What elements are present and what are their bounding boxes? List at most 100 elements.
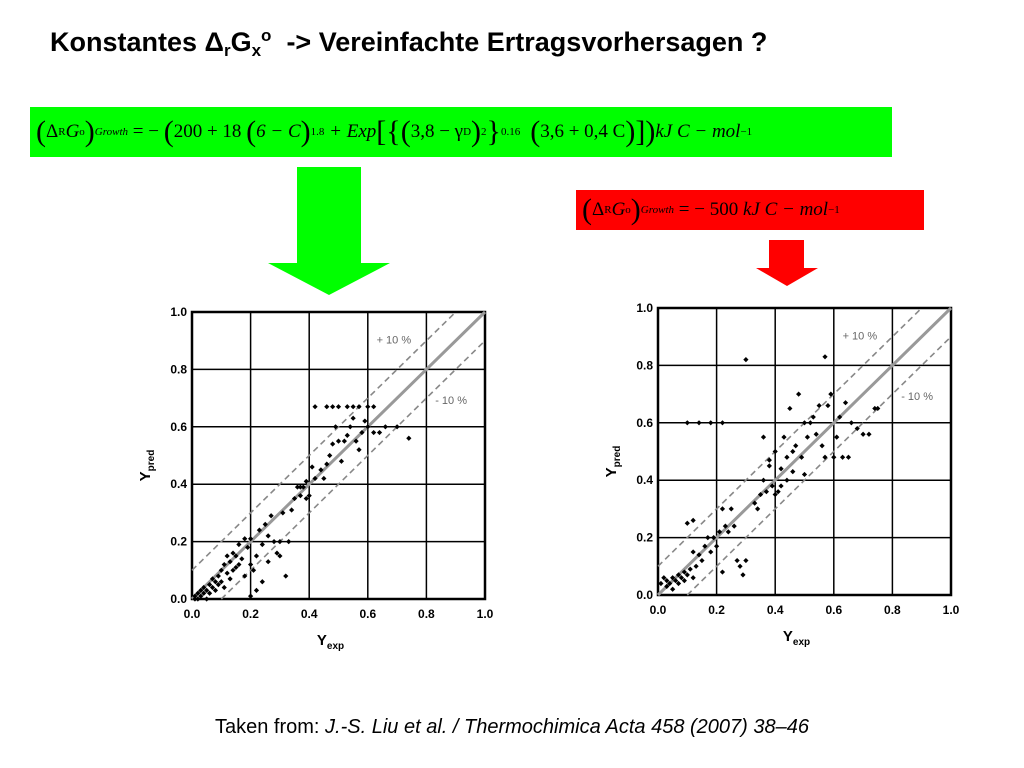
data-point	[687, 566, 693, 572]
data-point	[719, 420, 726, 426]
annotation-plus-10: + 10 %	[843, 331, 878, 343]
data-point	[719, 506, 726, 512]
data-point	[227, 576, 233, 582]
data-point	[719, 569, 726, 575]
annotation-minus-10: - 10 %	[435, 395, 467, 407]
data-point	[371, 429, 377, 436]
data-point	[221, 584, 227, 591]
y-tick-label: 1.0	[170, 305, 187, 319]
data-point	[822, 354, 828, 360]
y-tick-label: 0.8	[170, 362, 187, 376]
minus-10-percent-line	[686, 336, 952, 596]
paren: )	[630, 193, 641, 226]
data-point	[804, 434, 811, 440]
data-point	[271, 539, 277, 545]
data-point	[684, 520, 690, 526]
data-point	[306, 493, 312, 499]
data-point	[766, 463, 772, 469]
data-point	[376, 429, 383, 436]
data-point	[784, 454, 790, 460]
minus-10-percent-line	[220, 340, 486, 600]
data-point	[675, 572, 682, 578]
brace: {	[386, 115, 401, 148]
data-point	[256, 527, 262, 533]
data-point	[872, 405, 878, 412]
data-point	[705, 535, 711, 541]
data-point	[335, 404, 342, 410]
data-point	[291, 495, 298, 502]
annotation-plus-10: + 10 %	[377, 335, 412, 347]
unit: kJ C − mol	[742, 199, 829, 220]
data-point	[192, 593, 198, 599]
data-point	[253, 553, 260, 559]
y-tick-label: 0.8	[636, 358, 653, 372]
data-point	[743, 557, 749, 564]
data-point	[670, 586, 676, 592]
data-point	[793, 443, 799, 449]
data-point	[286, 539, 292, 545]
title-prefix: Konstantes Δ	[50, 27, 224, 57]
data-point	[341, 438, 347, 444]
data-point	[242, 573, 248, 579]
data-point	[277, 553, 283, 559]
data-point	[233, 553, 239, 559]
data-point	[221, 561, 227, 568]
bracket: ]	[635, 115, 646, 148]
title-suffix: -> Vereinfachte Ertragsvorhersagen ?	[271, 27, 768, 57]
data-point	[312, 404, 318, 410]
data-point	[218, 579, 224, 585]
plus-10-percent-line	[657, 307, 923, 567]
data-point	[731, 523, 737, 529]
data-point	[842, 400, 849, 406]
data-point	[289, 507, 295, 513]
data-point	[690, 517, 696, 523]
data-point	[807, 420, 813, 426]
data-point	[775, 489, 781, 495]
data-point	[822, 454, 828, 460]
sup-1-8: 1.8	[310, 126, 325, 138]
data-point	[327, 452, 333, 459]
y-tick-label: 0.4	[170, 477, 187, 491]
data-point	[212, 587, 219, 593]
paren: )	[300, 115, 311, 148]
data-point	[350, 415, 356, 421]
y-axis-label: Ypred	[603, 446, 623, 478]
data-point	[661, 575, 667, 581]
data-point	[801, 420, 808, 426]
x-axis-label: Yexp	[783, 628, 810, 648]
x-tick-label: 0.6	[825, 603, 842, 617]
plot-frame	[656, 306, 953, 597]
data-point	[198, 593, 204, 599]
data-point	[198, 587, 204, 593]
identity-line	[190, 310, 487, 601]
data-point	[365, 404, 371, 410]
data-point	[839, 454, 846, 460]
x-tick-label: 0.0	[184, 607, 201, 621]
term-3-6: 3,6 + 0,4 C	[540, 121, 626, 142]
title-g: G	[230, 27, 252, 57]
data-point	[209, 584, 216, 591]
x-tick-label: 1.0	[477, 607, 494, 621]
sup-0-16: 0.16	[500, 126, 521, 138]
sup-o: o	[625, 204, 631, 216]
data-point	[242, 536, 248, 542]
equals-minus-500: = − 500	[674, 199, 743, 220]
sup-minus-1: −1	[740, 126, 753, 138]
y-tick-label: 0.0	[170, 592, 187, 606]
data-point	[743, 357, 749, 363]
data-point	[204, 596, 210, 602]
data-point	[796, 391, 802, 397]
sub-growth: Growth	[640, 204, 675, 216]
data-point	[224, 553, 230, 559]
data-point	[664, 578, 670, 584]
paren: (	[400, 115, 411, 148]
data-point	[690, 575, 696, 581]
data-point	[778, 483, 784, 489]
data-point	[834, 434, 840, 440]
data-point	[347, 424, 353, 430]
data-point	[696, 552, 702, 558]
x-tick-label: 0.8	[418, 607, 435, 621]
data-point	[192, 596, 198, 602]
